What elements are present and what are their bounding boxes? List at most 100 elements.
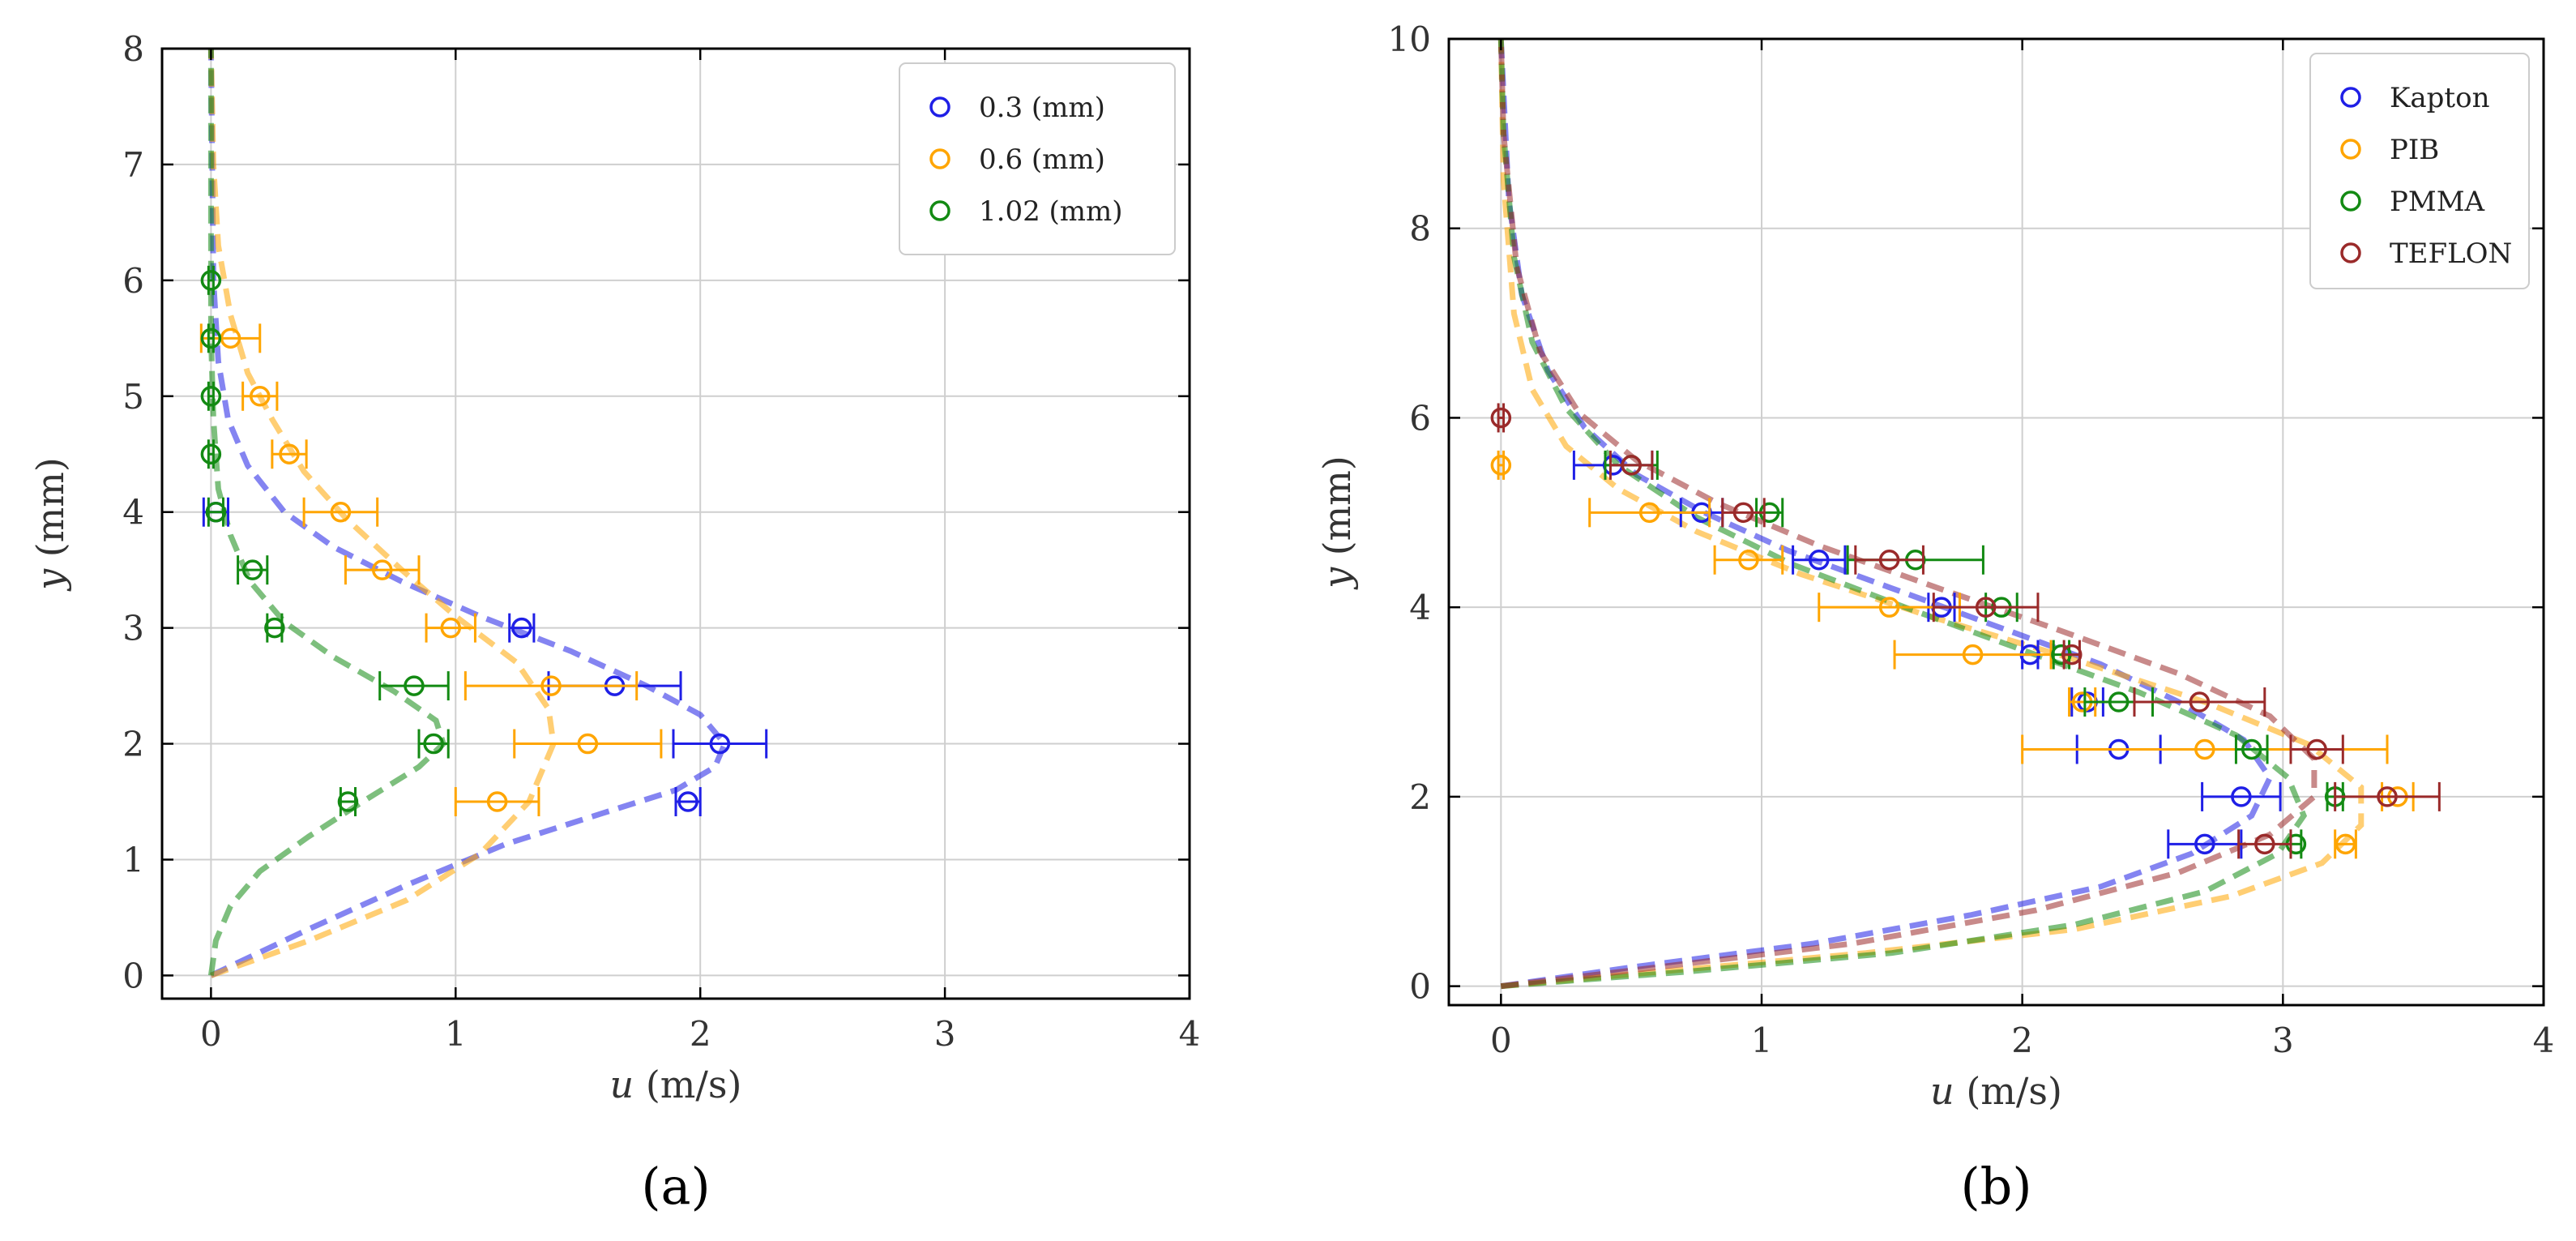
panel-b-y-axis-var: y xyxy=(1315,567,1359,590)
y-tick-label: 6 xyxy=(122,261,144,301)
data-point xyxy=(1878,597,1900,618)
data-point xyxy=(264,617,285,639)
data-point xyxy=(2231,786,2252,807)
data-point xyxy=(1738,549,1759,571)
fit-curve xyxy=(207,48,557,978)
data-point xyxy=(371,559,393,580)
panel-b-y-axis-label: y (mm) xyxy=(1315,456,1359,590)
data-point xyxy=(2108,691,2130,713)
data-point xyxy=(1732,502,1754,524)
data-point xyxy=(423,733,444,755)
data-point xyxy=(2241,738,2262,760)
data-point xyxy=(1975,597,1997,618)
panel-a-data-points xyxy=(199,265,768,817)
data-point xyxy=(241,559,263,580)
panel-b-data-points xyxy=(1490,403,2441,859)
y-tick-label: 6 xyxy=(1409,398,1431,438)
x-tick-label: 1 xyxy=(1751,1021,1773,1060)
x-tick-label: 0 xyxy=(1490,1021,1512,1060)
data-point xyxy=(250,386,271,407)
data-point xyxy=(200,386,222,407)
fit-curve xyxy=(1497,38,2318,990)
panel-b: 0 1 2 3 4 0 2 4 6 8 10 u (m/s) y (mm) Kapton PIB PMM… xyxy=(1315,19,2554,1216)
data-point xyxy=(709,733,731,755)
data-point xyxy=(337,791,359,812)
data-point xyxy=(2194,833,2215,855)
legend-entry-label: 0.3 (mm) xyxy=(979,92,1105,124)
x-tick-label: 4 xyxy=(1179,1014,1201,1054)
y-tick-label: 4 xyxy=(122,493,144,533)
panel-a-ticks: 0 1 2 3 4 0 1 2 3 4 5 6 7 8 xyxy=(122,29,1200,1054)
panel-a-y-axis-unit: (mm) xyxy=(28,457,72,557)
data-point xyxy=(1638,502,1660,524)
legend-box xyxy=(899,62,1176,255)
data-point xyxy=(2377,786,2398,807)
legend-marker xyxy=(929,200,951,221)
data-point xyxy=(440,617,461,639)
data-point xyxy=(1490,407,1512,429)
panel-b-plot-frame xyxy=(1447,37,2545,1007)
legend-marker xyxy=(929,148,951,169)
x-tick-label: 0 xyxy=(200,1014,222,1054)
legend-entry-label: PMMA xyxy=(2390,186,2485,218)
data-point xyxy=(205,501,227,523)
x-tick-label: 2 xyxy=(690,1014,711,1054)
legend-marker xyxy=(2340,139,2361,160)
fit-curve xyxy=(207,48,728,978)
panel-b-y-axis-unit: (mm) xyxy=(1315,456,1359,555)
panel-a-y-axis-label: y (mm) xyxy=(28,457,72,592)
fit-curve xyxy=(1497,38,2274,990)
data-point xyxy=(200,443,222,464)
panel-b-fit-curves xyxy=(1497,38,2365,990)
data-point xyxy=(1809,549,1830,571)
legend-entry-label: Kapton xyxy=(2390,82,2489,114)
data-point xyxy=(2254,833,2275,855)
x-tick-label: 3 xyxy=(2272,1021,2294,1060)
y-tick-label: 0 xyxy=(122,956,144,995)
data-point xyxy=(540,675,562,696)
data-point xyxy=(220,327,241,349)
data-point xyxy=(577,733,599,755)
panel-a-x-axis-unit: (m/s) xyxy=(646,1063,742,1106)
legend-entry-label: PIB xyxy=(2390,134,2439,166)
y-tick-label: 3 xyxy=(122,609,144,648)
panel-a-legend: 0.3 (mm) 0.6 (mm) 1.02 (mm) xyxy=(899,62,1176,255)
panel-b-legend: Kapton PIB PMMA TEFLON xyxy=(2309,53,2530,289)
data-point xyxy=(279,443,300,464)
y-tick-label: 2 xyxy=(122,725,144,764)
x-tick-label: 2 xyxy=(2011,1021,2033,1060)
legend-marker xyxy=(2340,87,2361,108)
legend-entry-label: 1.02 (mm) xyxy=(979,195,1123,228)
data-point xyxy=(330,501,352,523)
y-tick-label: 4 xyxy=(1409,588,1431,627)
data-point xyxy=(1878,549,1900,571)
x-tick-label: 4 xyxy=(2533,1021,2555,1060)
legend-marker xyxy=(2340,242,2361,263)
data-point xyxy=(200,327,222,349)
data-point xyxy=(1490,455,1512,476)
panel-b-x-axis-label: u (m/s) xyxy=(1930,1069,2062,1113)
data-point xyxy=(200,270,222,291)
legend-entry-label: TEFLON xyxy=(2390,238,2512,270)
data-point xyxy=(2061,644,2083,665)
data-point xyxy=(404,675,425,696)
data-point xyxy=(2194,738,2215,760)
y-tick-label: 5 xyxy=(122,377,144,417)
panel-b-ticks: 0 1 2 3 4 0 2 4 6 8 10 xyxy=(1388,19,2555,1060)
x-tick-label: 3 xyxy=(934,1014,956,1054)
fit-curve xyxy=(207,49,447,976)
y-tick-label: 7 xyxy=(122,145,144,185)
legend-marker xyxy=(929,96,951,118)
panel-a-x-axis-var: u xyxy=(610,1063,634,1106)
panel-a-caption: (a) xyxy=(641,1157,710,1216)
panel-a-plot-frame xyxy=(160,47,1191,1000)
panel-b-x-axis-var: u xyxy=(1930,1069,1954,1113)
data-point xyxy=(1962,644,1984,665)
fit-curve xyxy=(1497,38,2365,990)
x-tick-label: 1 xyxy=(445,1014,467,1054)
data-point xyxy=(2189,691,2211,713)
panel-a-y-axis-var: y xyxy=(28,568,72,592)
panel-b-x-axis-unit: (m/s) xyxy=(1966,1069,2062,1113)
